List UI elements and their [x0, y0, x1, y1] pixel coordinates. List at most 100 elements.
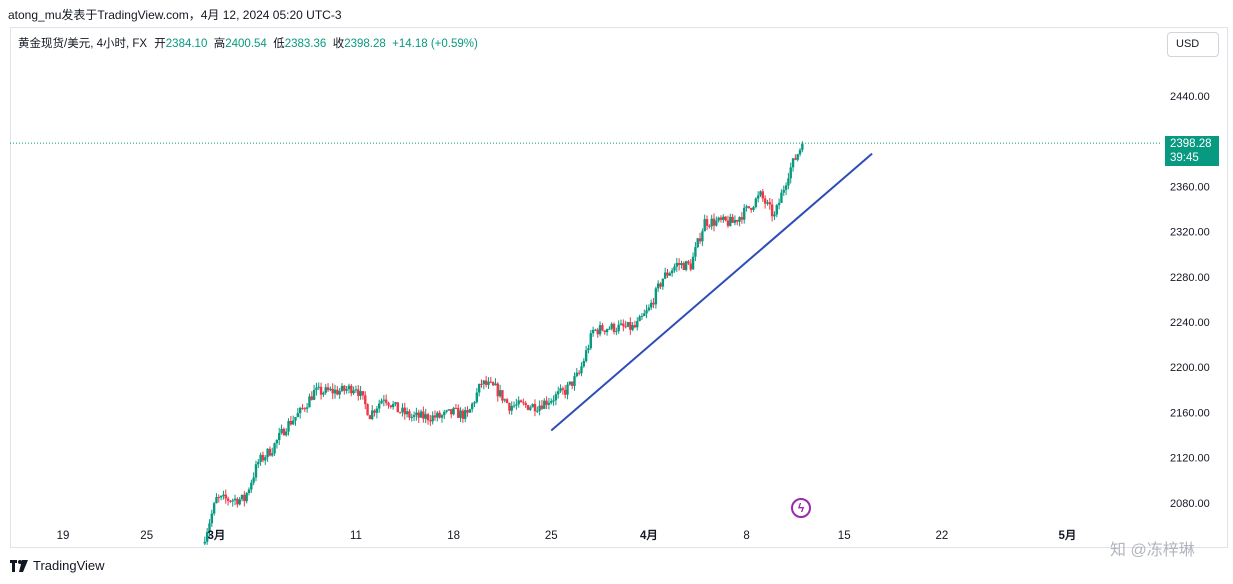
lightning-icon[interactable]: ϟ — [791, 498, 811, 518]
candle-body — [770, 204, 774, 217]
candle — [515, 398, 518, 410]
candle — [257, 459, 260, 469]
footer-brand[interactable]: TradingView — [10, 558, 105, 573]
candle-body — [247, 489, 251, 494]
candle-body — [398, 412, 402, 414]
candle — [791, 158, 795, 172]
candle — [752, 205, 755, 212]
candle-body — [294, 417, 297, 421]
candle — [475, 387, 479, 404]
candle-body — [203, 541, 207, 544]
candle — [763, 195, 767, 209]
price-axis[interactable]: 2440.002400.002360.002320.002280.002240.… — [1170, 91, 1210, 510]
trendline[interactable] — [550, 152, 873, 432]
candle-body — [305, 407, 309, 409]
candle-body — [380, 400, 383, 404]
candle-body — [224, 494, 227, 499]
candle-body — [394, 402, 397, 404]
candle — [424, 408, 427, 424]
candle-body — [761, 191, 765, 199]
candle — [324, 384, 327, 395]
candle — [487, 377, 490, 390]
candle — [773, 211, 776, 220]
candle-body — [361, 391, 365, 396]
candle — [682, 261, 685, 271]
candle-body — [596, 329, 599, 335]
candle-body — [312, 389, 316, 400]
candle-body — [743, 207, 746, 220]
candle — [633, 320, 637, 329]
candle — [433, 410, 437, 421]
candle — [643, 309, 646, 317]
candle — [343, 384, 346, 395]
candle-body — [447, 409, 451, 411]
candle — [326, 383, 330, 393]
time-tick-label: 3月 — [207, 529, 225, 542]
candle-body — [233, 498, 237, 501]
candle-body — [545, 400, 548, 405]
candle-body — [684, 261, 688, 270]
candle — [294, 417, 297, 426]
candle — [457, 404, 460, 418]
candle — [591, 326, 595, 337]
candle-body — [273, 443, 276, 454]
ohlc-legend: 黄金现货/美元, 4小时, FX 开2384.10 高2400.54 低2383… — [18, 35, 478, 51]
candle — [484, 375, 488, 388]
candle-body — [703, 219, 706, 232]
candle-body — [519, 400, 523, 403]
time-axis[interactable]: 19 25 3月 11 18 25 4月 8 15 22 5月 — [57, 529, 1077, 542]
symbol-label[interactable]: 黄金现货/美元, 4小时, FX — [18, 38, 148, 50]
candle-body — [759, 191, 762, 196]
candle-body — [310, 396, 313, 400]
candle-body — [512, 405, 516, 407]
candle — [298, 406, 302, 419]
candle-body — [352, 390, 355, 394]
candle — [526, 404, 530, 411]
currency-button[interactable]: USD — [1167, 32, 1219, 57]
candle — [252, 472, 255, 486]
candle — [666, 269, 669, 278]
candle — [431, 411, 434, 425]
candle-body — [517, 400, 520, 405]
bar-countdown: 39:45 — [1170, 152, 1199, 164]
candle — [745, 204, 748, 212]
candle — [687, 260, 690, 265]
candle-body — [696, 238, 699, 248]
candle-body — [740, 217, 744, 220]
candle — [243, 491, 246, 507]
candle-body — [615, 331, 618, 333]
candle — [331, 383, 334, 400]
candle-body — [533, 404, 537, 412]
candle — [519, 399, 523, 403]
candle — [743, 204, 746, 224]
candle-body — [738, 217, 741, 222]
candle — [663, 267, 667, 280]
candle-body — [601, 325, 604, 331]
candle — [250, 479, 253, 493]
candle — [587, 344, 590, 354]
candle-body — [484, 380, 488, 385]
candle-body — [659, 283, 662, 287]
candle — [236, 497, 239, 508]
candle — [536, 406, 539, 414]
candle-body — [329, 388, 332, 391]
candle — [729, 213, 732, 227]
candle — [777, 198, 781, 210]
candle — [471, 402, 474, 413]
candle-body — [324, 387, 327, 393]
candle — [540, 399, 544, 411]
candle — [477, 383, 481, 397]
candle — [438, 410, 441, 419]
candle-body — [222, 494, 225, 496]
candle — [373, 409, 376, 417]
candle — [238, 496, 241, 506]
candle — [464, 406, 467, 423]
candle-body — [231, 500, 234, 502]
candle-body — [552, 400, 555, 402]
trendline-layer[interactable] — [550, 152, 873, 432]
candle — [545, 396, 548, 410]
candle — [338, 387, 341, 399]
candle-body — [475, 392, 479, 403]
candle-body — [482, 380, 486, 385]
